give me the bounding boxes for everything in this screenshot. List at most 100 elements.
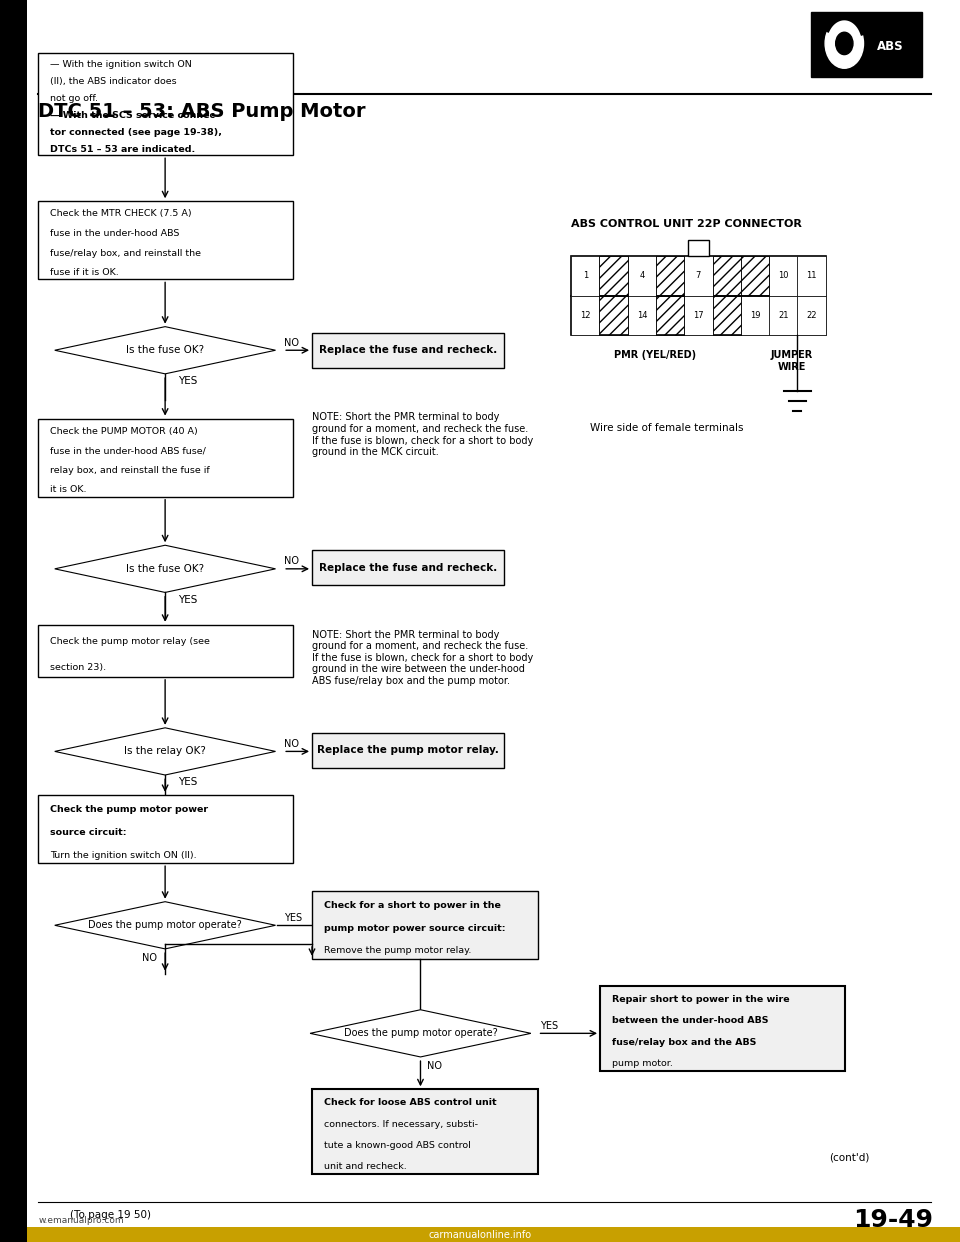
Text: Is the fuse OK?: Is the fuse OK?	[126, 564, 204, 574]
Text: YES: YES	[178, 777, 197, 787]
Text: tor connected (see page 19-38),: tor connected (see page 19-38),	[50, 128, 222, 137]
FancyBboxPatch shape	[628, 296, 656, 335]
Text: YES: YES	[178, 595, 197, 605]
Polygon shape	[55, 327, 276, 374]
Text: 11: 11	[806, 271, 817, 281]
Text: NOTE: Short the PMR terminal to body
ground for a moment, and recheck the fuse.
: NOTE: Short the PMR terminal to body gro…	[312, 412, 533, 457]
FancyBboxPatch shape	[571, 256, 826, 296]
Text: Check for loose ABS control unit: Check for loose ABS control unit	[324, 1098, 496, 1108]
Text: fuse in the under-hood ABS fuse/: fuse in the under-hood ABS fuse/	[50, 446, 205, 456]
Text: tute a known-good ABS control: tute a known-good ABS control	[324, 1140, 470, 1150]
Text: YES: YES	[178, 376, 197, 386]
Text: it is OK.: it is OK.	[50, 486, 86, 494]
Text: fuse in the under-hood ABS: fuse in the under-hood ABS	[50, 229, 180, 238]
FancyBboxPatch shape	[571, 256, 599, 296]
FancyBboxPatch shape	[769, 296, 798, 335]
Text: 7: 7	[696, 271, 701, 281]
Text: 4: 4	[639, 271, 644, 281]
Text: 12: 12	[580, 310, 590, 320]
Text: Replace the pump motor relay.: Replace the pump motor relay.	[317, 745, 499, 755]
FancyBboxPatch shape	[0, 1227, 960, 1242]
Text: Is the fuse OK?: Is the fuse OK?	[126, 345, 204, 355]
FancyBboxPatch shape	[687, 240, 708, 256]
Text: (ll), the ABS indicator does: (ll), the ABS indicator does	[50, 77, 177, 86]
FancyBboxPatch shape	[811, 12, 922, 77]
Text: relay box, and reinstall the fuse if: relay box, and reinstall the fuse if	[50, 466, 209, 474]
Text: Is the relay OK?: Is the relay OK?	[124, 746, 206, 756]
Text: Does the pump motor operate?: Does the pump motor operate?	[88, 920, 242, 930]
Text: w.emanualpro.com: w.emanualpro.com	[38, 1216, 124, 1226]
FancyBboxPatch shape	[38, 53, 293, 155]
Text: Check the pump motor relay (see: Check the pump motor relay (see	[50, 637, 210, 646]
Text: NO: NO	[284, 338, 300, 348]
Text: NO: NO	[284, 556, 300, 566]
Text: 19-49: 19-49	[852, 1207, 933, 1232]
Text: carmanualonline.info: carmanualonline.info	[428, 1230, 532, 1240]
FancyBboxPatch shape	[684, 256, 712, 296]
Polygon shape	[55, 545, 276, 592]
Text: connectors. If necessary, substi-: connectors. If necessary, substi-	[324, 1119, 477, 1129]
Text: section 23).: section 23).	[50, 663, 106, 672]
Polygon shape	[55, 902, 276, 949]
Text: Repair short to power in the wire: Repair short to power in the wire	[612, 995, 789, 1005]
Text: PMR (YEL/RED): PMR (YEL/RED)	[613, 350, 696, 360]
Text: DTCs 51 – 53 are indicated.: DTCs 51 – 53 are indicated.	[50, 145, 195, 154]
FancyBboxPatch shape	[312, 333, 504, 368]
FancyBboxPatch shape	[312, 733, 504, 768]
FancyBboxPatch shape	[798, 296, 826, 335]
FancyBboxPatch shape	[571, 296, 826, 335]
Text: Wire side of female terminals: Wire side of female terminals	[590, 424, 744, 433]
FancyBboxPatch shape	[38, 795, 293, 863]
FancyBboxPatch shape	[38, 625, 293, 677]
Text: Turn the ignition switch ON (ll).: Turn the ignition switch ON (ll).	[50, 851, 197, 859]
Text: 17: 17	[693, 310, 704, 320]
FancyBboxPatch shape	[684, 296, 712, 335]
Text: 21: 21	[778, 310, 788, 320]
FancyBboxPatch shape	[312, 891, 538, 959]
Text: pump motor.: pump motor.	[612, 1058, 672, 1068]
Text: 22: 22	[806, 310, 817, 320]
Text: 10: 10	[778, 271, 788, 281]
Text: YES: YES	[284, 913, 302, 923]
Text: Remove the pump motor relay.: Remove the pump motor relay.	[324, 946, 471, 955]
Text: pump motor power source circuit:: pump motor power source circuit:	[324, 924, 505, 933]
Text: ABS CONTROL UNIT 22P CONNECTOR: ABS CONTROL UNIT 22P CONNECTOR	[571, 219, 802, 229]
Text: YES: YES	[540, 1021, 558, 1031]
Polygon shape	[310, 1010, 531, 1057]
FancyBboxPatch shape	[571, 296, 599, 335]
Text: 1: 1	[583, 271, 588, 281]
Text: 14: 14	[636, 310, 647, 320]
Text: NO: NO	[142, 953, 157, 963]
Text: ABS: ABS	[877, 40, 904, 52]
Text: fuse/relay box, and reinstall the: fuse/relay box, and reinstall the	[50, 248, 201, 257]
Polygon shape	[55, 728, 276, 775]
Text: not go off.: not go off.	[50, 94, 98, 103]
FancyBboxPatch shape	[600, 986, 845, 1071]
Text: DTC 51 – 53: ABS Pump Motor: DTC 51 – 53: ABS Pump Motor	[38, 102, 366, 122]
Circle shape	[835, 32, 853, 55]
Text: JUMPER
WIRE: JUMPER WIRE	[771, 350, 813, 371]
Text: Does the pump motor operate?: Does the pump motor operate?	[344, 1028, 497, 1038]
FancyBboxPatch shape	[798, 256, 826, 296]
Text: — With the ignition switch ON: — With the ignition switch ON	[50, 60, 192, 70]
Text: between the under-hood ABS: between the under-hood ABS	[612, 1016, 768, 1026]
Text: unit and recheck.: unit and recheck.	[324, 1161, 406, 1171]
Text: Check for a short to power in the: Check for a short to power in the	[324, 900, 500, 910]
Text: fuse/relay box and the ABS: fuse/relay box and the ABS	[612, 1037, 756, 1047]
FancyBboxPatch shape	[0, 0, 27, 1242]
FancyBboxPatch shape	[38, 201, 293, 279]
FancyBboxPatch shape	[628, 256, 656, 296]
Text: (cont'd): (cont'd)	[829, 1153, 870, 1163]
Text: Replace the fuse and recheck.: Replace the fuse and recheck.	[319, 345, 497, 355]
Text: NOTE: Short the PMR terminal to body
ground for a moment, and recheck the fuse.
: NOTE: Short the PMR terminal to body gro…	[312, 630, 533, 686]
Text: NO: NO	[427, 1061, 443, 1071]
FancyBboxPatch shape	[741, 296, 769, 335]
FancyBboxPatch shape	[312, 1089, 538, 1174]
FancyBboxPatch shape	[38, 419, 293, 497]
Text: Check the MTR CHECK (7.5 A): Check the MTR CHECK (7.5 A)	[50, 210, 192, 219]
Circle shape	[825, 19, 864, 68]
FancyBboxPatch shape	[769, 256, 798, 296]
Text: — With the SCS service connec-: — With the SCS service connec-	[50, 111, 219, 120]
Text: 19: 19	[750, 310, 760, 320]
Text: source circuit:: source circuit:	[50, 828, 127, 837]
